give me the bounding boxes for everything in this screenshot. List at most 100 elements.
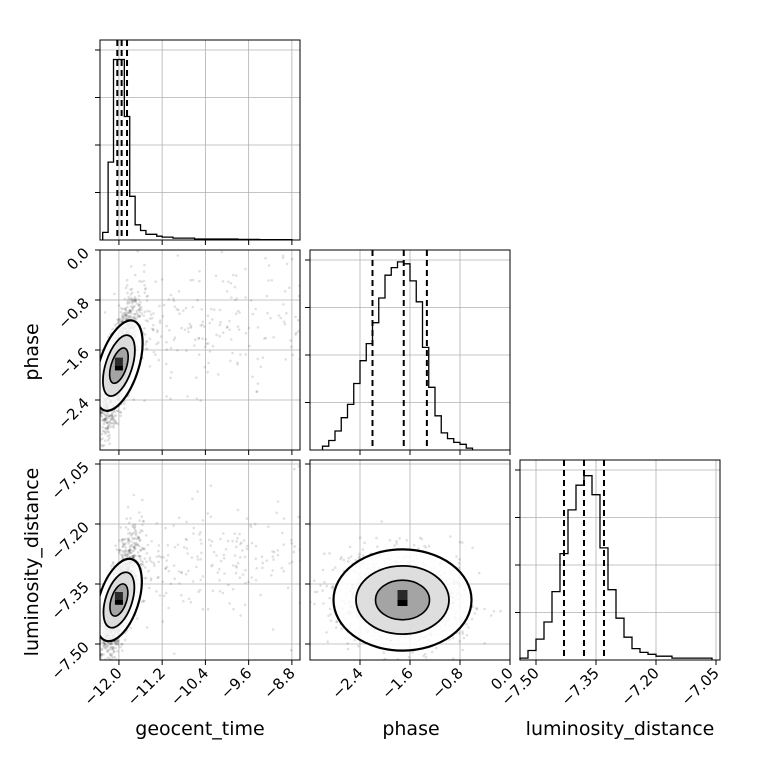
sample-point	[100, 414, 103, 418]
sample-point	[119, 317, 122, 321]
sample-point	[128, 548, 132, 551]
sample-point	[107, 431, 110, 434]
histogram-phase	[321, 261, 474, 450]
sample-point	[201, 323, 204, 327]
sample-point	[180, 571, 183, 575]
sample-point	[138, 310, 141, 314]
sample-point	[121, 308, 124, 311]
sample-point	[210, 307, 213, 311]
sample-point	[126, 540, 130, 543]
sample-point	[100, 656, 103, 659]
sample-point	[130, 298, 133, 302]
sample-point	[152, 350, 156, 354]
sample-point	[143, 291, 147, 295]
sample-point	[142, 520, 145, 523]
sample-point	[137, 298, 140, 301]
scatter-geocent_time-vs-phase	[94, 250, 300, 448]
sample-point	[164, 526, 167, 530]
sample-point	[197, 590, 200, 593]
sample-point	[236, 325, 240, 328]
sample-point	[279, 316, 283, 320]
sample-point	[139, 300, 142, 304]
sample-point	[116, 650, 119, 653]
sample-point	[282, 517, 286, 520]
sample-point	[291, 353, 295, 357]
sample-point	[209, 484, 213, 488]
sample-point	[130, 287, 134, 291]
sample-point	[325, 584, 329, 588]
sample-point	[123, 553, 127, 557]
sample-point	[144, 287, 148, 290]
sample-point	[234, 298, 237, 302]
sample-point	[207, 342, 210, 345]
sample-point	[322, 602, 325, 605]
sample-point	[239, 541, 243, 544]
sample-point	[423, 672, 426, 675]
sample-point	[106, 434, 110, 438]
sample-point	[173, 652, 176, 656]
sample-point	[128, 531, 132, 535]
sample-point	[129, 310, 132, 313]
sample-point	[313, 566, 316, 569]
sample-point	[108, 442, 111, 446]
sample-point	[195, 565, 198, 569]
sample-point	[254, 579, 258, 582]
sample-point	[199, 538, 202, 542]
sample-point	[114, 421, 117, 425]
sample-point	[121, 315, 124, 318]
sample-point	[122, 317, 126, 320]
sample-point	[217, 373, 220, 376]
sample-point	[90, 633, 93, 636]
sample-point	[106, 426, 109, 429]
sample-point	[286, 586, 290, 590]
sample-point	[232, 607, 235, 611]
sample-point	[97, 412, 100, 415]
sample-point	[259, 365, 263, 369]
sample-point	[131, 316, 134, 319]
sample-point	[131, 555, 134, 558]
sample-point	[157, 358, 161, 362]
sample-point	[165, 324, 168, 328]
sample-point	[127, 301, 131, 305]
histogram-geocent_time	[102, 58, 293, 241]
sample-point	[137, 554, 141, 558]
sample-point	[104, 432, 107, 436]
sample-point	[145, 299, 149, 302]
sample-point	[169, 582, 173, 586]
sample-point	[100, 438, 103, 441]
sample-point	[197, 337, 201, 340]
sample-point	[134, 297, 138, 301]
sample-point	[131, 549, 134, 553]
sample-point	[97, 412, 100, 415]
sample-point	[110, 642, 113, 646]
sample-point	[290, 257, 294, 261]
sample-point	[110, 642, 113, 645]
sample-point	[139, 555, 142, 558]
sample-point	[124, 307, 128, 311]
sample-point	[123, 554, 126, 557]
sample-point	[201, 607, 205, 611]
sample-point	[146, 543, 150, 547]
sample-point	[108, 657, 112, 660]
sample-point	[134, 533, 138, 537]
density-peak	[114, 365, 123, 371]
sample-point	[133, 544, 137, 547]
sample-point	[125, 517, 129, 520]
sample-point	[100, 415, 104, 418]
sample-point	[312, 579, 316, 582]
sample-point	[297, 515, 300, 519]
sample-point	[142, 279, 146, 283]
sample-point	[229, 359, 232, 363]
sample-point	[116, 639, 120, 642]
sample-point	[140, 308, 143, 312]
sample-point	[101, 445, 104, 448]
sample-point	[165, 395, 168, 398]
sample-point	[116, 643, 120, 646]
sample-point	[164, 591, 168, 595]
sample-point	[119, 410, 122, 414]
sample-point	[94, 425, 97, 428]
sample-point	[461, 630, 464, 634]
sample-point	[141, 523, 144, 527]
sample-point	[458, 558, 461, 561]
sample-point	[220, 250, 224, 254]
